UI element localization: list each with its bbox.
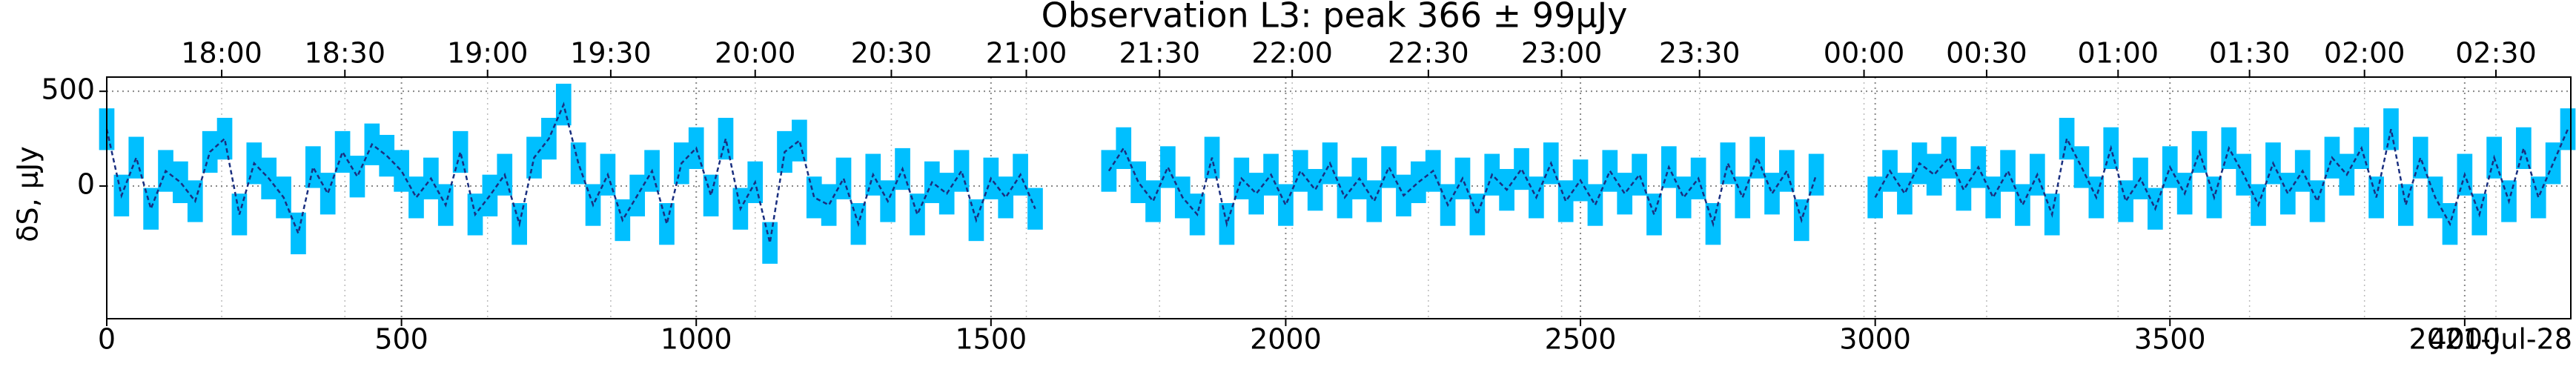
x2-tick-label: 01:30: [2209, 37, 2291, 70]
data-line: [105, 102, 1036, 243]
y-tick-label: 0: [77, 168, 95, 201]
error-band: [482, 174, 498, 216]
x-tick-label: 2500: [1545, 323, 1617, 356]
error-band: [349, 156, 365, 198]
x2-tick-label: 19:30: [570, 37, 652, 70]
error-band: [452, 130, 468, 173]
x-tick-label: 4000: [2429, 323, 2501, 356]
data-line: [1874, 128, 2569, 227]
error-band: [953, 150, 970, 192]
x-tick-label: 500: [374, 323, 428, 356]
error-band: [910, 193, 925, 236]
error-band: [1307, 169, 1323, 211]
data-line: [1107, 146, 1818, 228]
x2-tick-label: 02:30: [2455, 37, 2537, 70]
error-band: [1381, 146, 1397, 188]
error-band: [659, 203, 675, 245]
error-band: [1941, 136, 1957, 179]
error-band: [408, 176, 424, 219]
error-band: [1749, 136, 1765, 179]
error-band: [1897, 173, 1913, 215]
error-band: [1278, 184, 1294, 226]
x2-tick-label: 23:00: [1521, 37, 1603, 70]
error-band: [1764, 173, 1780, 215]
error-band: [1411, 161, 1426, 204]
error-band: [1602, 150, 1618, 192]
x2-tick-label: 22:30: [1388, 37, 1469, 70]
x2-tick-label: 18:30: [305, 37, 386, 70]
error-band: [2073, 146, 2090, 188]
error-band: [394, 150, 409, 192]
error-band: [1926, 153, 1942, 196]
error-band: [173, 161, 188, 204]
error-band: [319, 173, 336, 215]
error-band: [379, 134, 395, 177]
plot-area: [99, 77, 2576, 319]
error-band: [821, 184, 837, 226]
error-band: [305, 146, 321, 188]
chart-title: Observation L3: peak 366 ± 99μJy: [1042, 0, 1628, 36]
error-band: [1116, 127, 1132, 170]
error-band: [1469, 193, 1486, 236]
x2-tick-label: 20:30: [851, 37, 933, 70]
error-band: [216, 117, 233, 160]
y-tick-label: 500: [41, 73, 95, 106]
date-annotation: 2021-Jul-28: [2409, 323, 2572, 356]
error-band: [2530, 176, 2546, 219]
error-band: [1632, 153, 1647, 196]
x2-tick-label: 19:00: [447, 37, 529, 70]
error-band: [718, 117, 734, 160]
x-tick-label: 3000: [1839, 323, 1911, 356]
error-band: [2059, 117, 2075, 160]
error-band: [998, 176, 1014, 219]
x-tick-label: 0: [98, 323, 116, 356]
x2-tick-label: 00:30: [1946, 37, 2027, 70]
x2-tick-label: 21:00: [986, 37, 1067, 70]
error-band: [792, 119, 807, 162]
error-band: [2015, 184, 2030, 226]
x2-tick-label: 20:00: [715, 37, 796, 70]
error-band: [1956, 169, 1972, 211]
x-tick-label: 3500: [2134, 323, 2206, 356]
x2-tick-label: 01:00: [2078, 37, 2159, 70]
error-band: [1779, 150, 1795, 192]
plot-frame: [106, 76, 2572, 319]
error-band: [2279, 173, 2296, 215]
error-band: [1514, 147, 1529, 190]
error-band: [2516, 127, 2532, 170]
error-band: [2118, 180, 2133, 222]
x2-tick-label: 21:30: [1119, 37, 1200, 70]
x2-tick-label: 00:00: [1824, 37, 1905, 70]
x2-tick-label: 02:00: [2324, 37, 2406, 70]
error-band: [1160, 146, 1176, 188]
error-band: [1248, 173, 1265, 215]
error-band: [1985, 176, 2001, 219]
error-band: [1617, 173, 1633, 215]
error-band: [334, 130, 351, 173]
error-band: [1675, 176, 1692, 219]
x2-tick-label: 22:00: [1251, 37, 1333, 70]
x2-tick-label: 23:30: [1659, 37, 1741, 70]
error-band: [143, 188, 159, 230]
error-band: [2309, 180, 2325, 222]
error-band: [1808, 153, 1824, 196]
y-axis-label: δS, μJy: [12, 146, 44, 242]
x2-tick-label: 18:00: [181, 37, 262, 70]
error-band: [806, 176, 822, 219]
x-tick-label: 1500: [955, 323, 1027, 356]
error-band: [762, 222, 778, 264]
x-tick-label: 1000: [660, 323, 732, 356]
x-tick-label: 2000: [1250, 323, 1322, 356]
